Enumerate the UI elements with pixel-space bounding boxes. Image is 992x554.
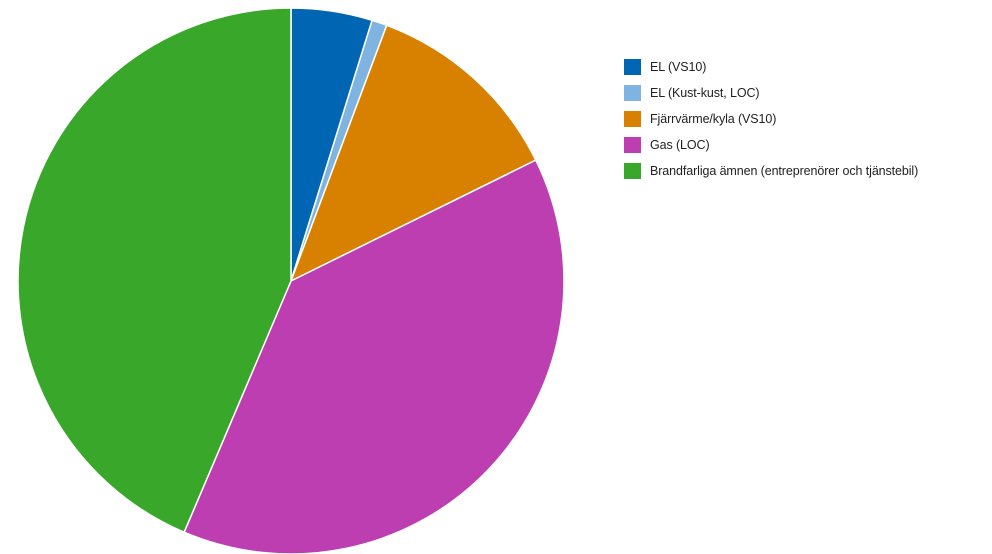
legend-swatch: [624, 59, 641, 75]
legend-label: EL (Kust-kust, LOC): [650, 86, 760, 100]
legend-label: Brandfarliga ämnen (entreprenörer och tj…: [650, 164, 919, 178]
pie-slices: [17, 7, 565, 554]
legend-item: Gas (LOC): [624, 136, 918, 154]
legend-item: EL (VS10): [624, 58, 918, 76]
legend-swatch: [624, 111, 641, 127]
legend-label: Fjärrvärme/kyla (VS10): [650, 112, 777, 126]
legend-label: EL (VS10): [650, 60, 707, 74]
legend-swatch: [624, 163, 641, 179]
legend-item: Fjärrvärme/kyla (VS10): [624, 110, 918, 128]
legend: EL (VS10) EL (Kust-kust, LOC) Fjärrvärme/k…: [624, 58, 918, 188]
legend-swatch: [624, 137, 641, 153]
legend-item: EL (Kust-kust, LOC): [624, 84, 918, 102]
legend-item: Brandfarliga ämnen (entreprenörer och tj…: [624, 162, 918, 180]
legend-label: Gas (LOC): [650, 138, 710, 152]
pie-slice-3: [290, 24, 537, 282]
pie-slice-4: [183, 159, 565, 554]
legend-swatch: [624, 85, 641, 101]
pie-slice-5: [17, 7, 292, 533]
